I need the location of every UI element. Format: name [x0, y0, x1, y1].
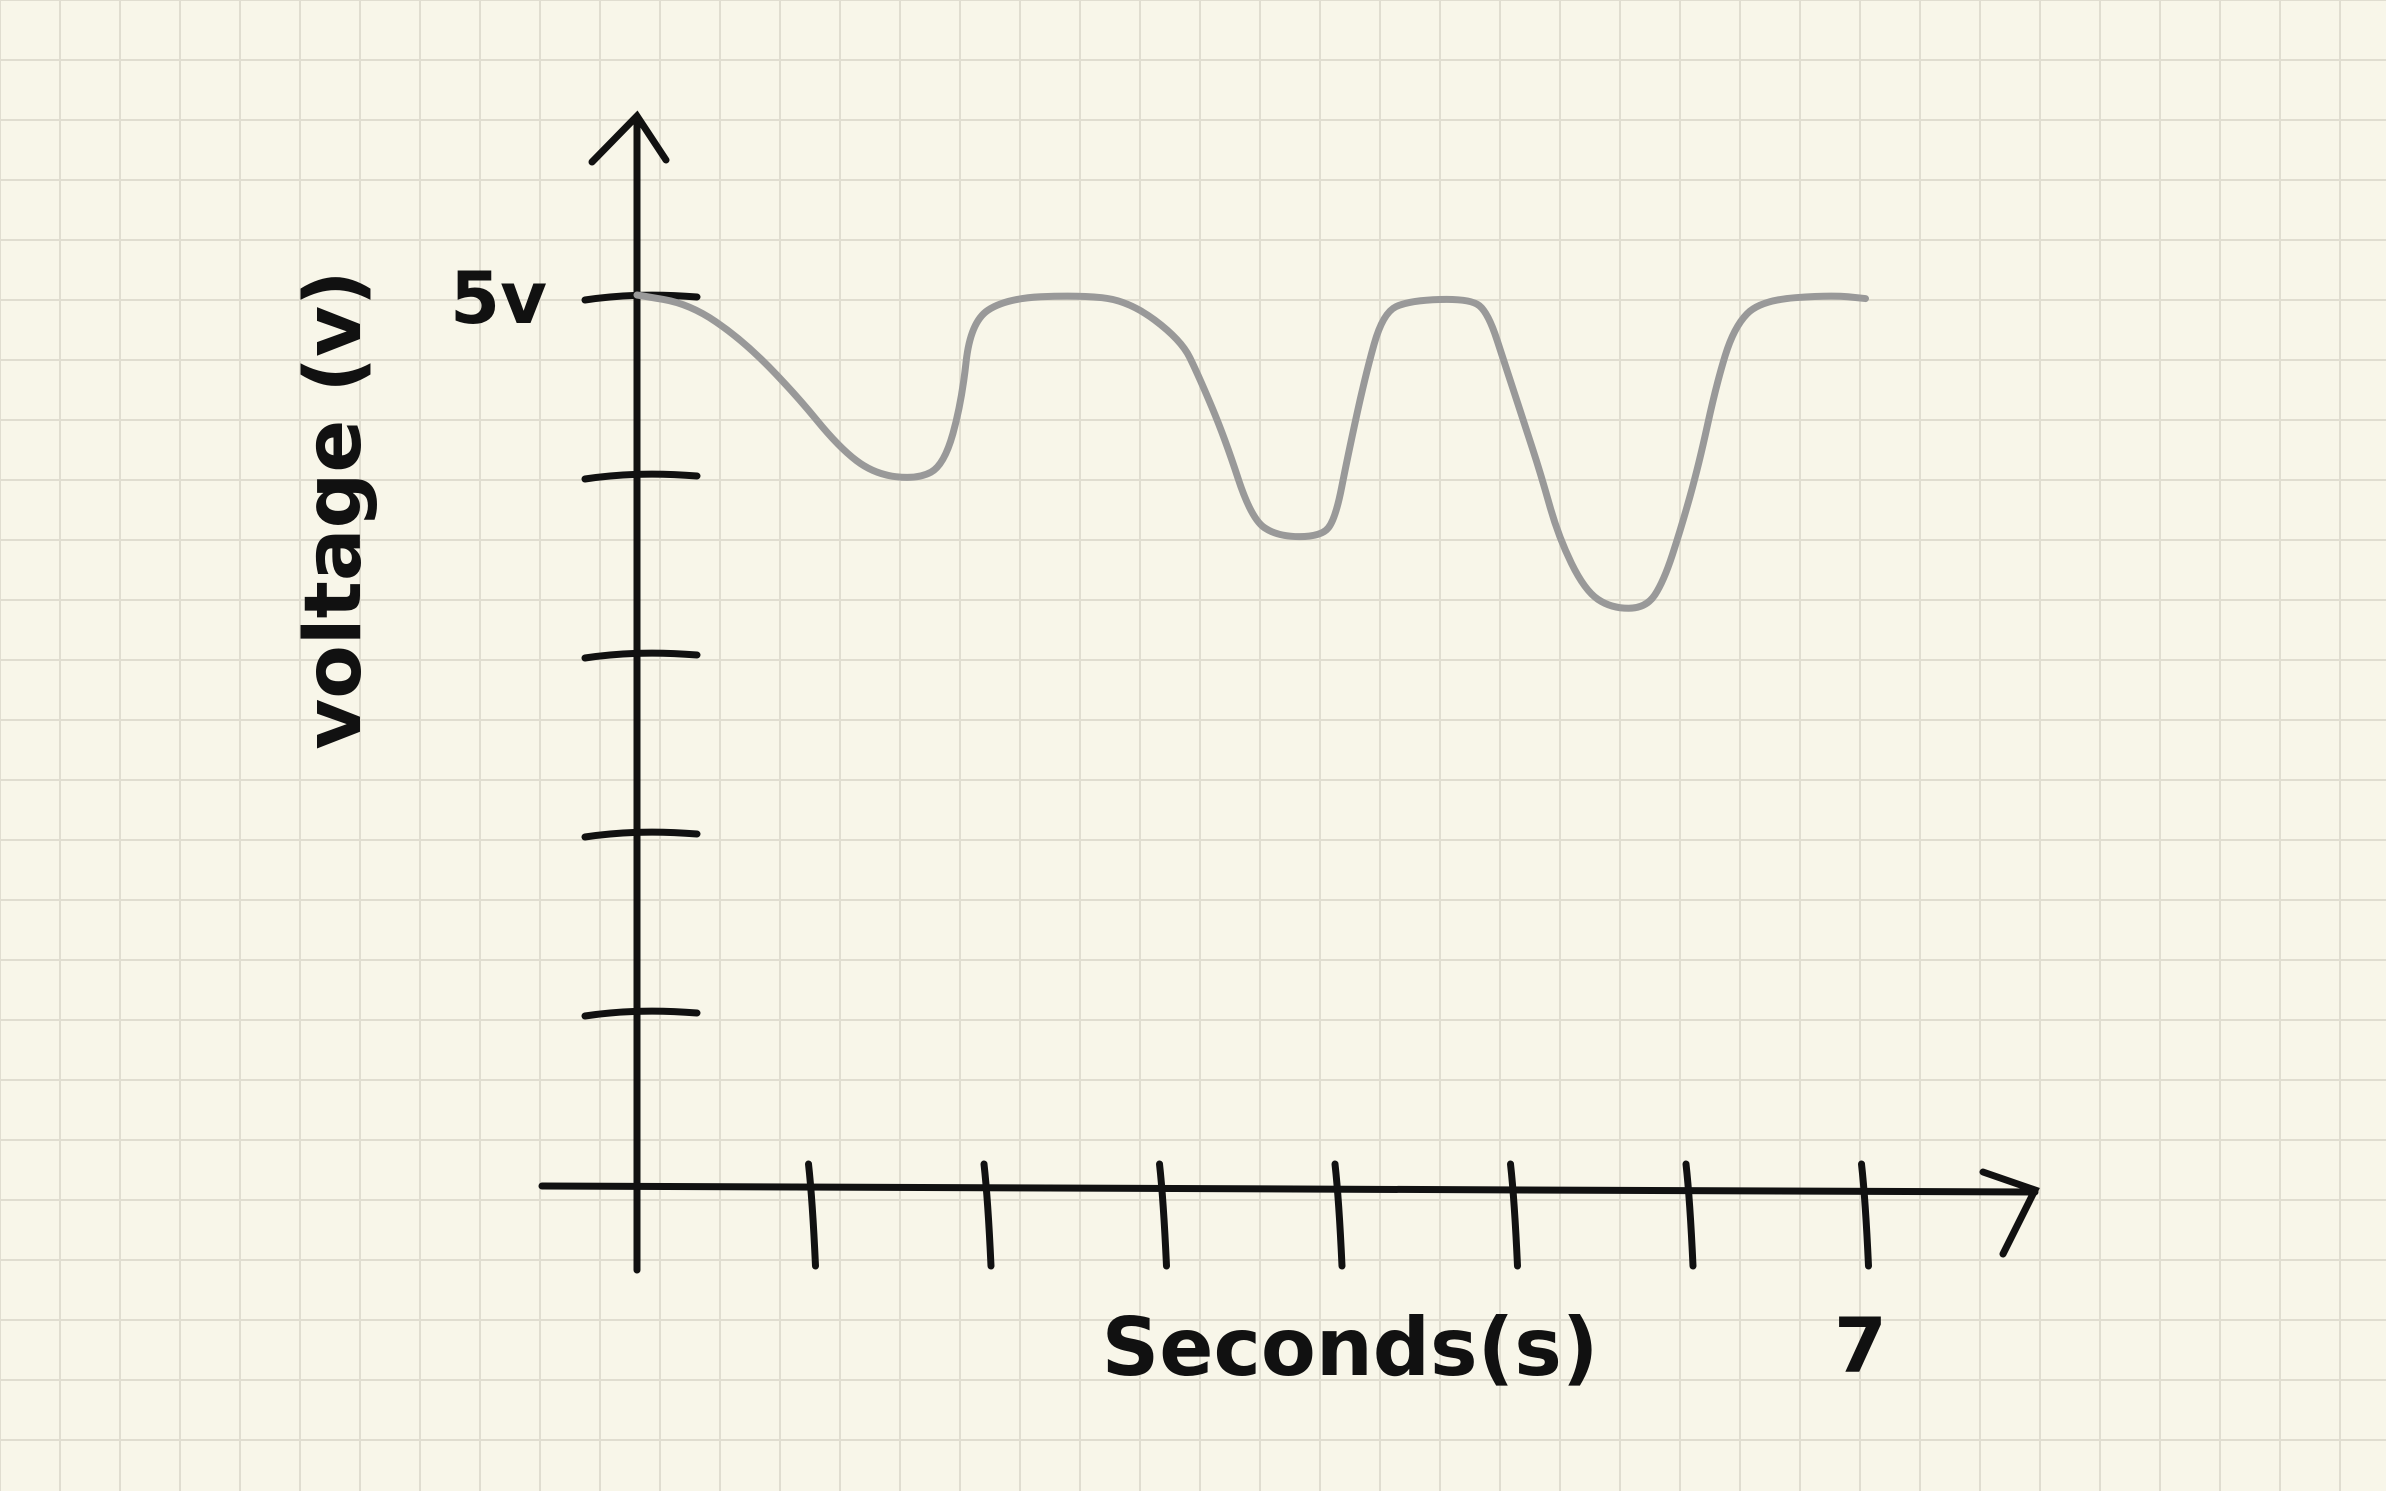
- y-tick: [581, 828, 701, 841]
- y-tick: [581, 1007, 701, 1020]
- x-ticks: [805, 1160, 1872, 1270]
- y-tick: [581, 649, 701, 662]
- x-axis-label: Seconds(s): [1102, 1301, 1599, 1394]
- y-axis-label: voltage (v): [289, 270, 379, 749]
- axes: [538, 110, 2040, 1274]
- x-axis-arrow-icon: [1979, 1168, 2040, 1258]
- x-tick-label: 7: [1834, 1301, 1887, 1390]
- tick-labels: 5v 7: [450, 256, 1887, 1390]
- series: [633, 291, 1869, 612]
- y-axis-arrow-icon: [588, 110, 670, 166]
- y-tick-label: 5v: [450, 256, 547, 340]
- x-axis: [538, 1182, 2039, 1196]
- y-ticks: [581, 291, 701, 1020]
- x-tick: [1682, 1160, 1697, 1270]
- x-tick: [1858, 1160, 1872, 1270]
- x-tick: [1507, 1160, 1521, 1270]
- series-line: [633, 291, 1869, 612]
- x-tick: [1156, 1160, 1170, 1270]
- x-tick: [980, 1160, 995, 1270]
- y-tick: [581, 470, 701, 483]
- x-tick: [1331, 1160, 1346, 1270]
- x-tick: [805, 1160, 819, 1270]
